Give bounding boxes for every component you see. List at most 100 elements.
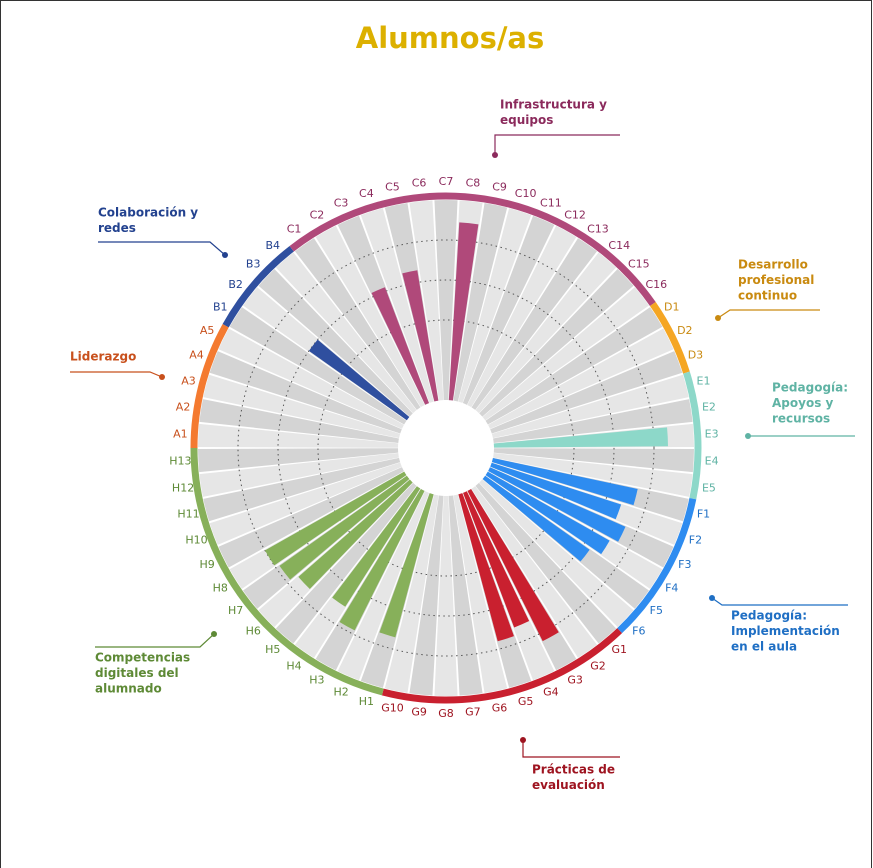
leader [711,597,848,606]
bar [308,339,410,421]
category-label: D1 [664,300,679,313]
track [209,351,402,434]
track [315,225,425,408]
track [229,307,407,425]
leader-dot [222,252,228,258]
bar [402,270,439,402]
category-label: B2 [228,278,243,291]
category-label: E5 [702,481,716,494]
group-ring [289,192,656,307]
category-label: F2 [689,533,702,546]
group-label: Infrastructura y [500,98,607,112]
leader-dot [709,595,715,601]
track [198,448,399,473]
category-label: F4 [665,582,678,595]
bar [488,467,626,542]
category-label: B1 [213,300,228,313]
group-label: Pedagogía: [731,609,807,623]
track [491,374,689,439]
group-label: continuo [738,289,797,303]
category-label: C1 [287,223,302,236]
category-label: F3 [678,558,691,571]
track [482,287,649,421]
category-label: F1 [697,508,710,521]
category-label: H3 [309,674,324,687]
bar [482,475,590,562]
leader [522,740,620,758]
category-label: G2 [590,659,606,672]
category-label: H9 [200,558,215,571]
category-label: C3 [334,197,349,210]
group-ring [190,324,229,449]
grid-circle [317,319,575,577]
category-label: A5 [200,324,215,337]
category-label: H5 [265,643,280,656]
category-label: H7 [228,604,243,617]
track [258,268,413,417]
category-label: C4 [359,187,374,200]
group-label: Implementación [731,624,840,638]
track [275,482,417,644]
category-label: G4 [543,685,559,698]
leader-dot [715,315,721,321]
leader [717,309,820,319]
grid-circle [237,239,655,657]
category-label: H10 [185,533,207,546]
track [275,252,417,414]
category-label: E4 [705,454,719,467]
leader [70,371,163,378]
category-label: H4 [286,659,301,672]
category-label: H11 [177,508,199,521]
track [458,208,532,403]
grid [237,239,655,657]
group-label: Competencias [95,651,190,665]
leader [494,134,620,155]
group-label: evaluación [532,778,605,792]
category-label: F6 [632,624,645,637]
track [490,351,683,434]
group-label: Apoyos y [772,396,834,410]
leader-dot [492,152,498,158]
category-label: E2 [702,401,716,414]
track [337,491,430,681]
leader-dot [745,433,751,439]
category-label: H12 [172,481,194,494]
track [479,268,634,417]
category-label: B4 [265,239,280,252]
category-label: F5 [650,604,663,617]
bar [493,427,668,448]
group-label: Desarrollo [738,258,808,272]
leader [95,633,215,648]
leader-dot [211,631,217,637]
track [488,328,674,429]
group-ring [190,447,384,696]
bars [264,222,668,642]
category-label: A1 [173,428,188,441]
bar [332,486,421,607]
category-label: E1 [697,374,711,387]
bar [467,488,559,642]
category-label: H13 [169,454,191,467]
group-label: Prácticas de [532,763,615,777]
category-label: C9 [492,180,507,193]
category-label: C8 [466,176,481,189]
bar [463,491,530,628]
group-ring [381,628,623,704]
category-label: C2 [310,208,325,221]
group-label: Liderazgo [70,350,136,364]
category-label: C12 [564,208,586,221]
track [199,399,399,443]
track [198,423,399,448]
bar [448,222,479,401]
category-label: G1 [611,643,627,656]
group-ring [649,302,690,374]
track [493,399,693,443]
category-label: C5 [385,180,400,193]
track [434,200,458,401]
category-label: E3 [705,428,719,441]
category-label: H2 [333,685,348,698]
category-label: A3 [181,374,196,387]
category-label: C16 [646,278,668,291]
